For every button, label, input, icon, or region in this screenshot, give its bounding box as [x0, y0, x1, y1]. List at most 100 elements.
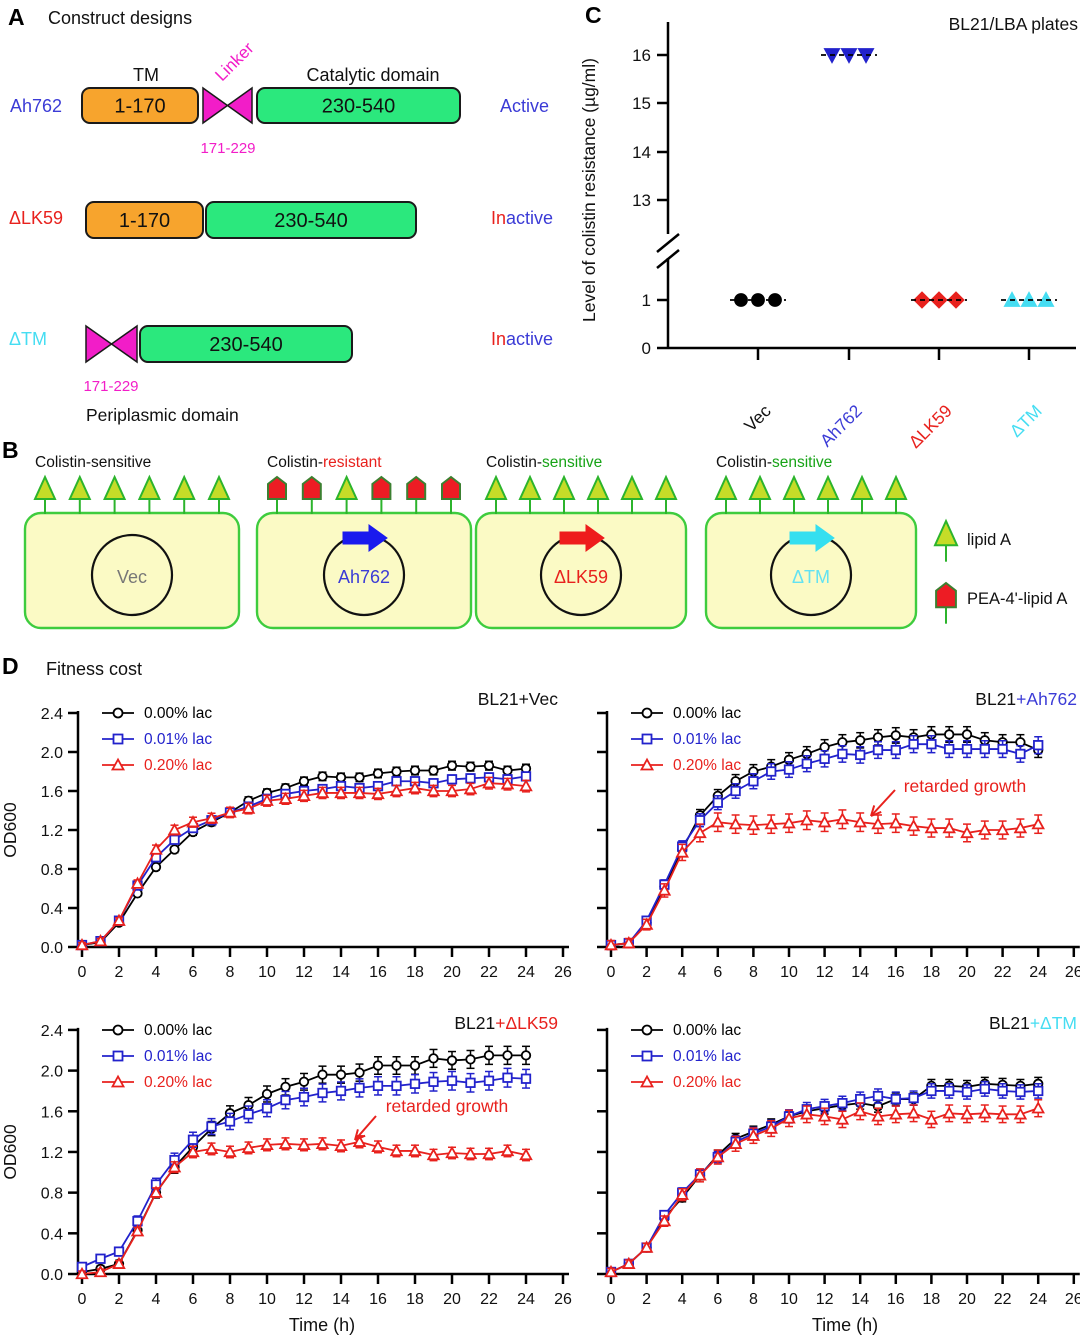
- legend-marker: [112, 1050, 124, 1062]
- data-point: [944, 729, 955, 740]
- data-point: [445, 783, 459, 797]
- data-point: [500, 1143, 515, 1157]
- y-axis-label: OD600: [0, 802, 20, 858]
- legend-marker: [641, 733, 653, 745]
- x-tick-label: 0: [607, 1291, 616, 1308]
- data-point: [113, 1246, 125, 1257]
- legend-label: 0.20% lac: [144, 1074, 212, 1091]
- data-point: [890, 744, 901, 756]
- data-point: [169, 834, 180, 845]
- data-point: [746, 818, 761, 831]
- y-tick-label: 1.2: [41, 1145, 63, 1162]
- data-point: [944, 1085, 955, 1097]
- annotation-text: retarded growth: [904, 776, 1027, 796]
- series-line: [81, 782, 527, 946]
- data-point: [482, 776, 496, 789]
- x-axis-label: Time (h): [812, 1315, 878, 1335]
- x-category-label-ΔTM: ΔTM: [1006, 401, 1046, 441]
- data-point: [352, 785, 367, 799]
- lipid-a-icon: [484, 474, 508, 500]
- activity-status: Active: [500, 96, 549, 116]
- data-point: [657, 883, 672, 896]
- x-tick-label: 18: [923, 1291, 941, 1308]
- data-point: [961, 743, 973, 755]
- y-tick-label: 2.0: [41, 1064, 63, 1081]
- data-point: [446, 1055, 458, 1066]
- activity-status: Inactive: [491, 329, 553, 349]
- data-group-ΔLK59: [911, 291, 967, 309]
- data-point: [502, 1050, 513, 1061]
- lipid-a-icon: [103, 474, 127, 500]
- data-point: [872, 744, 884, 756]
- data-point: [711, 815, 725, 828]
- panel-c-chart-title: BL21/LBA plates: [949, 14, 1079, 34]
- data-point: [315, 1136, 330, 1149]
- data-point: [748, 776, 759, 787]
- data-point: [391, 1080, 402, 1092]
- construct-name: Ah762: [10, 96, 62, 116]
- data-point: [853, 815, 867, 828]
- lipid-a-icon: [782, 474, 806, 500]
- data-point: [997, 743, 1008, 755]
- data-point: [261, 1088, 273, 1100]
- y-tick-label: 0.4: [41, 1226, 63, 1243]
- series-line: [610, 818, 1039, 946]
- data-point: [906, 1106, 921, 1119]
- pea-lipid-a-icon: [406, 475, 427, 500]
- data-point: [871, 1109, 885, 1122]
- legend-marker: [639, 1074, 655, 1088]
- data-point: [693, 825, 707, 839]
- tm-domain-box: [81, 87, 199, 124]
- x-tick-label: 2: [642, 1291, 651, 1308]
- data-point: [889, 1107, 903, 1120]
- x-tick-label: 24: [517, 1291, 535, 1308]
- data-point: [187, 1134, 199, 1145]
- cell-Ah762: Colistin-resistant Ah762: [255, 454, 473, 630]
- x-tick-label: 12: [816, 1291, 834, 1308]
- data-point: [371, 786, 385, 800]
- data-point: [944, 743, 955, 755]
- data-point: [149, 1185, 163, 1198]
- y-tick-label: 0.0: [41, 1267, 63, 1284]
- x-tick-label: 16: [369, 1291, 387, 1308]
- data-point: [408, 780, 422, 794]
- data-point: [872, 1090, 884, 1102]
- x-tick-label: 16: [887, 1291, 905, 1308]
- data-point: [926, 1085, 937, 1097]
- x-tick-label: 20: [958, 964, 976, 981]
- data-point: [519, 779, 533, 792]
- data-group-ΔTM: [1001, 291, 1057, 307]
- legend-marker: [112, 1024, 124, 1036]
- pea-lipid-a-icon: [371, 475, 392, 500]
- panel-c-chart: BL21/LBA plates Level of colistin resista…: [579, 14, 1079, 452]
- data-point: [428, 765, 439, 776]
- data-point: [298, 776, 310, 787]
- data-point: [855, 1093, 866, 1105]
- y-tick-label: 0.4: [41, 901, 63, 918]
- legend-marker: [641, 707, 653, 719]
- x-tick-label: 22: [994, 1291, 1012, 1308]
- plasmid-circle: [90, 533, 174, 617]
- data-point: [855, 749, 866, 761]
- chart-title: BL21+Vec: [478, 689, 559, 709]
- x-tick-label: 14: [851, 1291, 869, 1308]
- data-point: [942, 1106, 956, 1119]
- data-point: [837, 1097, 848, 1109]
- domain-range-label: 230-540: [209, 334, 282, 356]
- y-tick-label: 16: [632, 46, 651, 65]
- data-point: [298, 1076, 310, 1087]
- data-point: [961, 729, 973, 740]
- tm-column-header: TM: [133, 65, 159, 85]
- data-group-Vec: [730, 293, 786, 307]
- data-point: [604, 1264, 618, 1278]
- data-point: [317, 771, 328, 782]
- x-tick-label: 14: [851, 964, 869, 981]
- data-point: [926, 739, 937, 750]
- x-tick-label: 20: [443, 1291, 461, 1308]
- linker-bowtie: [85, 324, 113, 364]
- data-point: [801, 758, 812, 769]
- data-point: [675, 845, 689, 858]
